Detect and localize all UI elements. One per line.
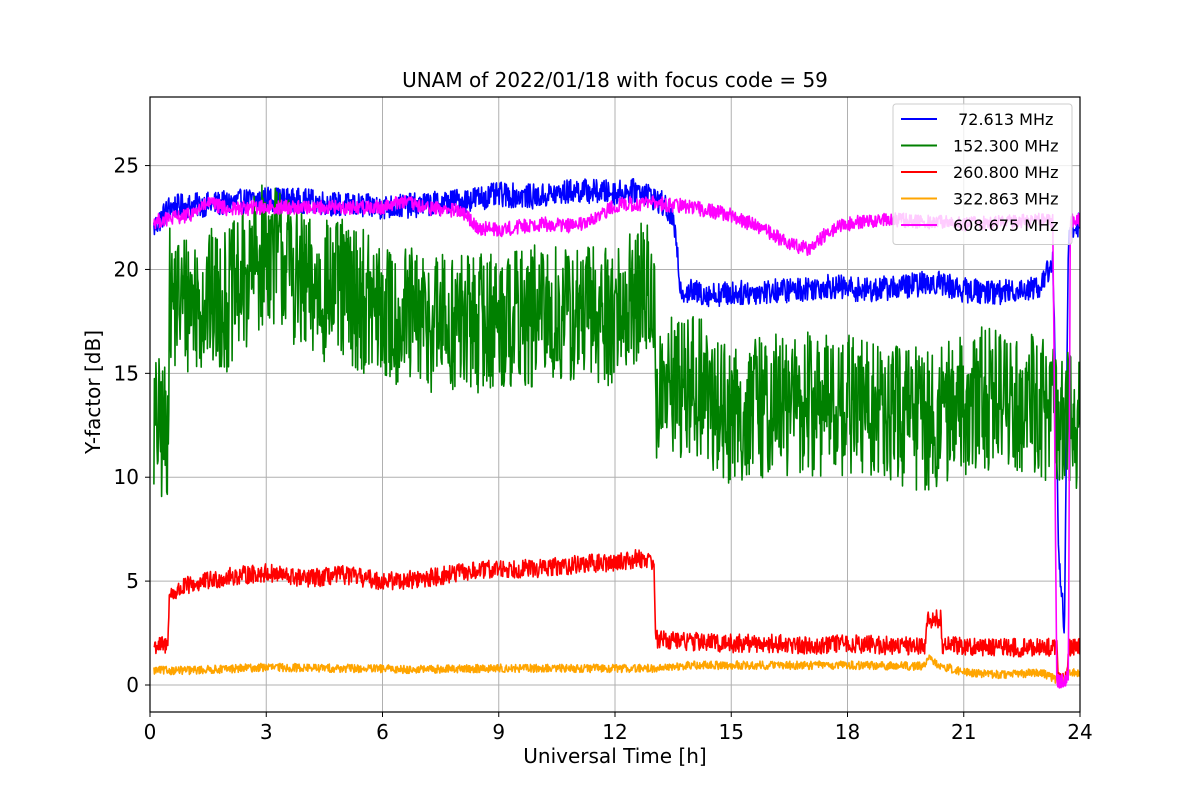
y-tick-label: 10: [114, 465, 139, 489]
y-tick-label: 0: [126, 673, 139, 697]
y-tick-label: 5: [126, 569, 139, 593]
x-tick-label: 24: [1067, 720, 1092, 744]
x-tick-label: 21: [951, 720, 976, 744]
legend-box: [892, 103, 1073, 245]
series-line-3: [153, 654, 1080, 686]
y-tick-label: 15: [114, 361, 139, 385]
legend-label: 322.863 MHz: [953, 190, 1058, 209]
x-tick-label: 12: [602, 720, 627, 744]
x-tick-label: 3: [260, 720, 273, 744]
x-tick-label: 15: [719, 720, 744, 744]
y-axis: 0 5 10 15 20 25: [114, 154, 150, 697]
series-line-1: [153, 184, 1080, 498]
series-line-2: [153, 549, 1080, 688]
x-tick-label: 18: [835, 720, 860, 744]
x-axis-label: Universal Time [h]: [523, 744, 706, 768]
y-axis-label: Y-factor [dB]: [81, 330, 105, 455]
legend-label: 260.800 MHz: [953, 163, 1058, 182]
y-tick-label: 20: [114, 257, 139, 281]
legend-label: 152.300 MHz: [953, 137, 1058, 156]
chart-title: UNAM of 2022/01/18 with focus code = 59: [402, 68, 828, 92]
y-tick-label: 25: [114, 154, 139, 178]
x-tick-label: 0: [144, 720, 157, 744]
legend-label: 72.613 MHz: [953, 110, 1053, 129]
x-tick-label: 6: [376, 720, 389, 744]
x-axis: 0 3 6 9 12 15 18 21 24: [144, 712, 1093, 744]
x-tick-label: 9: [492, 720, 505, 744]
legend-label: 608.675 MHz: [953, 216, 1058, 235]
legend: 72.613 MHz 152.300 MHz 260.800 MHz 322.863 …: [892, 103, 1073, 245]
